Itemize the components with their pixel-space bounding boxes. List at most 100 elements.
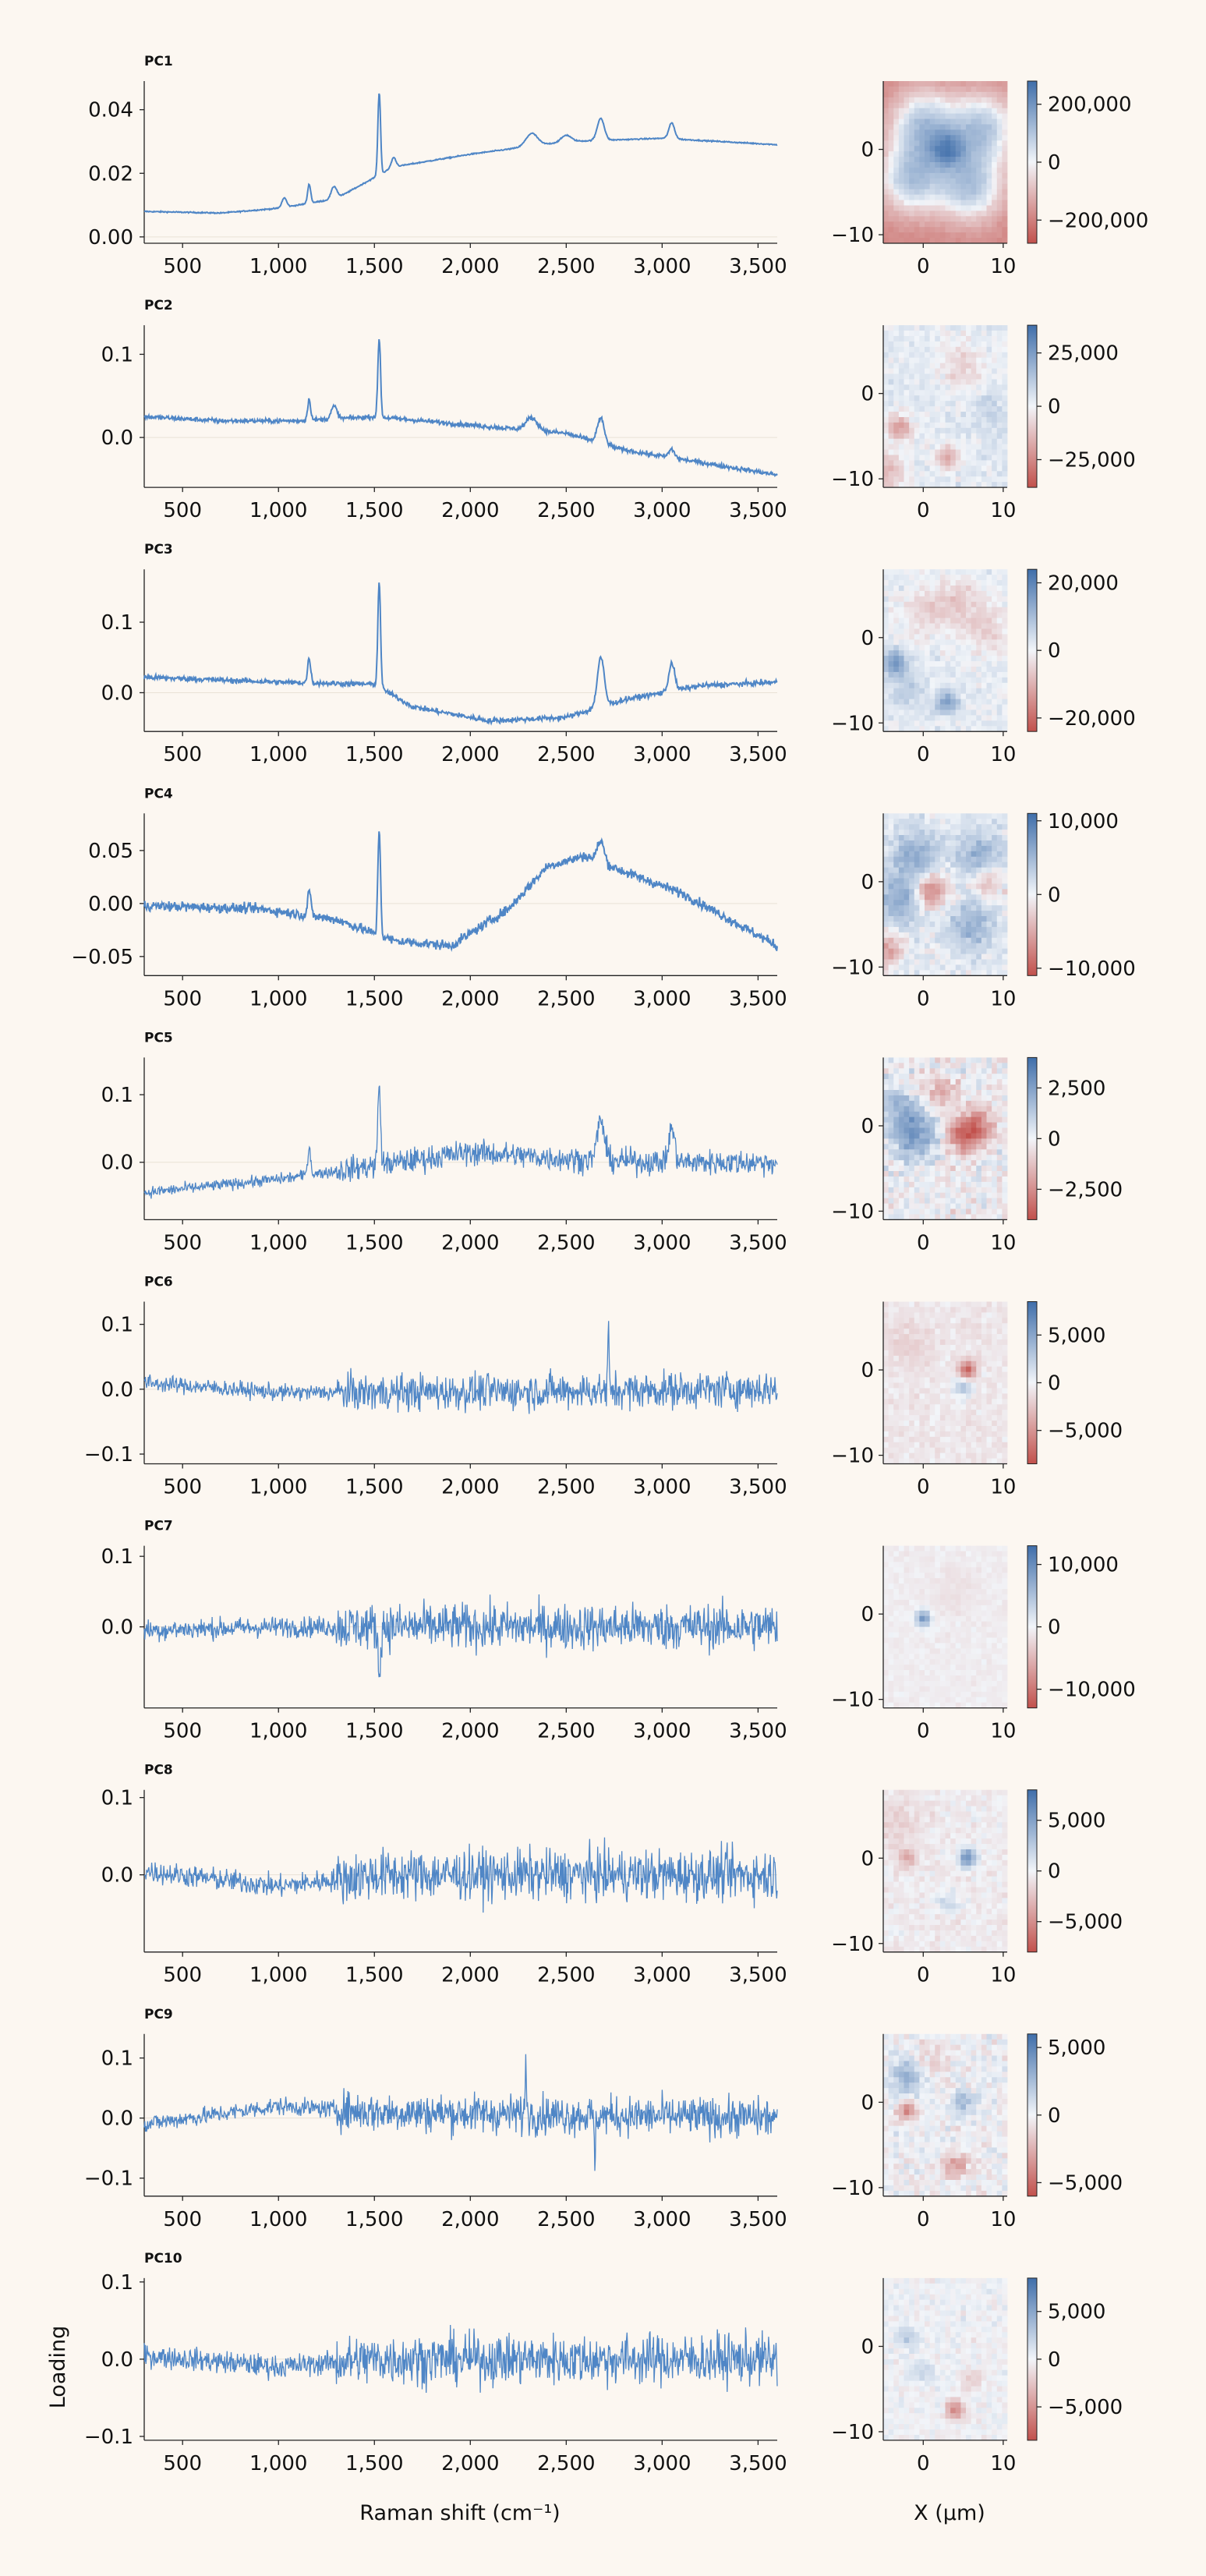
map-cell — [986, 465, 992, 472]
map-cell — [929, 401, 935, 407]
map-cell — [955, 1074, 961, 1080]
map-cell — [986, 395, 992, 402]
map-cell — [992, 471, 998, 477]
map-cell — [929, 830, 935, 836]
map-cell — [919, 1166, 925, 1172]
map-cell — [939, 1203, 946, 1209]
map-cell — [888, 1615, 894, 1622]
map-cell — [925, 1371, 931, 1378]
map-cell — [971, 178, 977, 185]
map-cell — [996, 1057, 1003, 1063]
map-cell — [960, 937, 967, 944]
map-cell — [945, 1138, 951, 1145]
map-cell — [925, 1366, 931, 1373]
map-cell — [883, 1057, 889, 1063]
colorbar — [1027, 812, 1038, 976]
map-cell — [986, 645, 992, 651]
map-cell — [888, 390, 894, 396]
map-cell — [955, 91, 961, 98]
map-cell — [929, 363, 935, 369]
map-cell — [904, 135, 910, 141]
map-cell — [986, 205, 992, 211]
map-cell — [966, 189, 972, 195]
map-cell — [883, 878, 889, 884]
map-cell — [919, 482, 925, 488]
map-cell — [996, 1382, 1003, 1389]
map-cell — [898, 1415, 904, 1421]
map-cell — [992, 455, 998, 461]
map-cell — [1002, 1399, 1008, 1405]
map-cell — [960, 688, 967, 695]
map-cell — [914, 341, 920, 348]
map-cell — [939, 1329, 946, 1335]
map-cell — [992, 331, 998, 337]
map-cell — [986, 1556, 992, 1562]
map-cell — [945, 596, 951, 603]
map-cell — [883, 932, 889, 939]
map-cell — [904, 1155, 910, 1161]
map-cell — [981, 1556, 987, 1562]
map-cell — [893, 889, 900, 895]
map-cell — [996, 1410, 1003, 1416]
map-cell — [929, 81, 935, 87]
map-cell — [992, 1312, 998, 1318]
map-cell — [950, 575, 957, 581]
map-cell — [981, 1388, 987, 1394]
map-cell — [935, 373, 941, 380]
map-cell — [986, 623, 992, 629]
map-cell — [981, 970, 987, 976]
map-cell — [919, 916, 925, 922]
map-cell — [981, 883, 987, 890]
map-cell — [883, 183, 889, 190]
map-cell — [950, 1545, 957, 1552]
map-cell — [1002, 948, 1008, 954]
map-cell — [883, 119, 889, 125]
map-cell — [992, 1301, 998, 1307]
map-cell — [986, 1095, 992, 1102]
map-cell — [986, 1415, 992, 1421]
map-cell — [925, 1583, 931, 1590]
map-cell — [909, 135, 915, 141]
map-cell — [966, 819, 972, 825]
map-cell — [939, 954, 946, 960]
map-cell — [976, 1377, 982, 1383]
map-cell — [955, 1111, 961, 1118]
map-cell — [939, 1138, 946, 1145]
map-cell — [996, 1339, 1003, 1346]
map-cell — [986, 671, 992, 678]
map-cell — [898, 1329, 904, 1335]
map-cell — [888, 959, 894, 965]
map-cell — [929, 216, 935, 222]
map-cell — [919, 401, 925, 407]
map-cell — [914, 227, 920, 233]
map-cell — [996, 720, 1003, 727]
map-cell — [883, 460, 889, 466]
map-cell — [883, 883, 889, 890]
map-cell — [1002, 1312, 1008, 1318]
map-cell — [914, 1573, 920, 1579]
map-cell — [955, 146, 961, 152]
map-cell — [935, 162, 941, 168]
map-cell — [898, 1453, 904, 1459]
map-cell — [955, 1307, 961, 1313]
map-cell — [976, 835, 982, 841]
map-cell — [955, 1578, 961, 1584]
map-cell — [992, 824, 998, 830]
map-cell — [976, 840, 982, 847]
map-cell — [914, 1431, 920, 1438]
map-cell — [950, 151, 957, 157]
map-cell — [935, 227, 941, 233]
map-cell — [971, 1111, 977, 1118]
map-cell — [925, 1329, 931, 1335]
map-cell — [986, 824, 992, 830]
map-cell — [976, 845, 982, 852]
map-cell — [883, 325, 889, 331]
map-cell — [904, 194, 910, 200]
map-cell — [992, 178, 998, 185]
map-cell — [945, 693, 951, 699]
map-cell — [981, 1068, 987, 1074]
map-cell — [914, 162, 920, 168]
map-cell — [966, 845, 972, 852]
map-cell — [935, 1312, 941, 1318]
